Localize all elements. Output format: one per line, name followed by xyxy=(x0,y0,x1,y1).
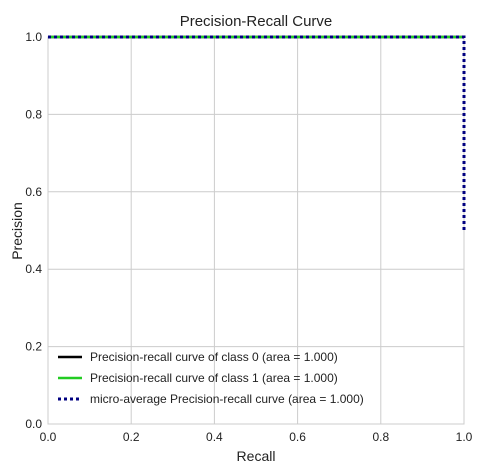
y-tick-label: 0.2 xyxy=(25,340,42,354)
y-axis-label: Precision xyxy=(9,202,25,260)
tick-labels: 0.0 0.2 0.4 0.6 0.8 1.0 0.0 0.2 0.4 0.6 0.8 1.0 xyxy=(25,30,472,444)
y-tick-label: 0.4 xyxy=(25,262,42,276)
y-tick-label: 0.8 xyxy=(25,107,42,121)
x-axis-label: Recall xyxy=(237,448,276,464)
legend-label-2: micro-average Precision-recall curve (ar… xyxy=(90,392,364,406)
legend: Precision-recall curve of class 0 (area … xyxy=(58,350,364,406)
series-lines xyxy=(48,35,466,231)
x-tick-label: 1.0 xyxy=(456,430,473,444)
legend-label-1: Precision-recall curve of class 1 (area … xyxy=(90,371,338,385)
x-tick-label: 0.8 xyxy=(372,430,389,444)
legend-label-0: Precision-recall curve of class 0 (area … xyxy=(90,350,338,364)
chart-title: Precision-Recall Curve xyxy=(180,13,333,30)
x-tick-label: 0.2 xyxy=(123,430,140,444)
x-tick-label: 0.4 xyxy=(206,430,223,444)
x-tick-label: 0.6 xyxy=(289,430,306,444)
x-tick-label: 0.0 xyxy=(40,430,57,444)
y-tick-label: 0.0 xyxy=(25,417,42,431)
grid-lines xyxy=(47,36,465,425)
series-line-2 xyxy=(48,35,466,231)
y-tick-label: 1.0 xyxy=(25,30,42,44)
y-tick-label: 0.6 xyxy=(25,185,42,199)
